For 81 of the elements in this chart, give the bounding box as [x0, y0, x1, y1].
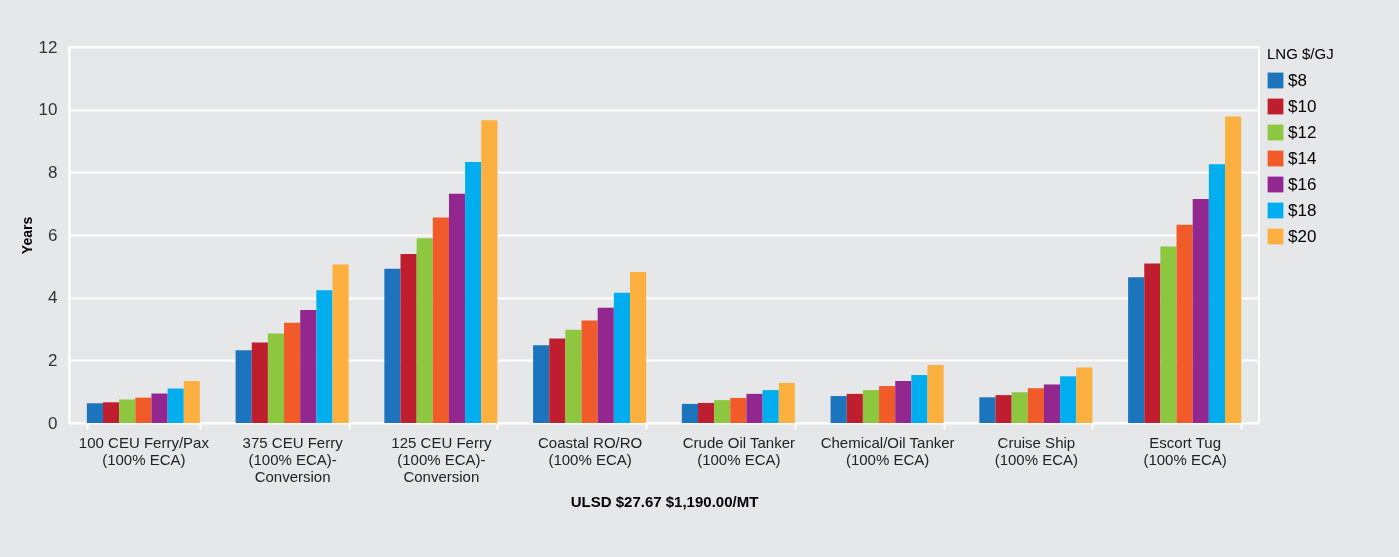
bar — [432, 217, 449, 423]
bar — [846, 393, 863, 423]
x-tick-label: Escort Tug (100% ECA) — [1143, 433, 1227, 468]
y-tick-label: 8 — [48, 162, 58, 182]
bar — [698, 402, 715, 423]
bar — [284, 322, 301, 423]
y-tick-label: 12 — [38, 37, 58, 57]
legend-label: $10 — [1288, 96, 1317, 116]
bar — [730, 397, 747, 423]
bar — [103, 402, 120, 423]
x-tick-label: Crude Oil Tanker (100% ECA) — [682, 433, 796, 468]
bar — [979, 397, 996, 423]
bar — [167, 388, 184, 423]
bar — [533, 345, 550, 423]
bar — [830, 396, 847, 423]
legend-label: $8 — [1288, 70, 1307, 90]
bar — [1208, 164, 1225, 423]
bar — [135, 397, 152, 423]
x-tick-label: 100 CEU Ferry/Pax (100% ECA) — [78, 433, 210, 468]
bar — [862, 390, 880, 423]
bar — [681, 403, 698, 423]
bar — [1076, 367, 1093, 423]
bar — [630, 271, 647, 423]
legend-label: $12 — [1288, 122, 1317, 142]
bar — [565, 329, 582, 423]
bar — [251, 342, 268, 423]
bar — [267, 333, 285, 423]
bar — [927, 365, 944, 423]
y-tick-label: 10 — [38, 100, 58, 120]
bar — [416, 238, 433, 423]
bar — [895, 381, 912, 423]
bar — [581, 320, 598, 423]
y-tick-label: 0 — [48, 413, 58, 433]
bar — [762, 390, 779, 423]
y-tick-label: 4 — [48, 288, 58, 308]
bar — [1027, 388, 1044, 423]
x-tick-label: 375 CEU Ferry (100% ECA)-Conversion — [242, 433, 344, 485]
legend-label: $18 — [1288, 200, 1317, 220]
x-axis-title: ULSD $27.67 $1,190.00/MT — [570, 492, 759, 510]
bar — [465, 161, 482, 423]
bar — [183, 381, 200, 423]
bar — [597, 307, 614, 423]
bar — [448, 193, 466, 423]
legend-title: LNG $/GJ — [1267, 45, 1334, 62]
bar — [400, 254, 417, 423]
bar — [778, 382, 795, 423]
x-tick-label: Cruise Ship (100% ECA) — [994, 433, 1079, 468]
bar — [481, 120, 498, 423]
legend-label: $16 — [1288, 174, 1317, 194]
bar — [119, 399, 136, 423]
bar — [746, 393, 763, 423]
bar — [714, 400, 731, 423]
bar — [86, 403, 103, 423]
bar — [235, 350, 252, 423]
legend-label: $20 — [1288, 226, 1317, 246]
bar — [384, 268, 401, 423]
bar — [613, 292, 630, 423]
y-tick-label: 2 — [48, 350, 58, 370]
bar — [1160, 246, 1177, 423]
bar — [300, 309, 317, 423]
y-tick-label: 6 — [48, 225, 58, 245]
bar — [1060, 376, 1077, 423]
bar — [549, 338, 566, 423]
legend-label: $14 — [1288, 148, 1317, 168]
bar — [995, 395, 1012, 423]
y-axis-title: Years — [18, 216, 35, 255]
bar — [1176, 224, 1193, 423]
bar — [316, 290, 333, 423]
bar — [1225, 116, 1242, 423]
bar — [911, 375, 928, 423]
x-tick-label: Chemical/Oil Tanker (100% ECA) — [820, 433, 955, 468]
x-tick-label: 125 CEU Ferry (100% ECA)-Conversion — [391, 433, 492, 485]
x-tick-label: Coastal RO/RO (100% ECA) — [538, 433, 643, 468]
bar — [1011, 392, 1028, 423]
bar — [1043, 384, 1061, 423]
bar — [1192, 198, 1209, 423]
bar — [1144, 263, 1161, 423]
bar — [332, 264, 349, 423]
bar — [1128, 277, 1145, 423]
bar — [151, 393, 168, 423]
bar — [879, 386, 896, 423]
